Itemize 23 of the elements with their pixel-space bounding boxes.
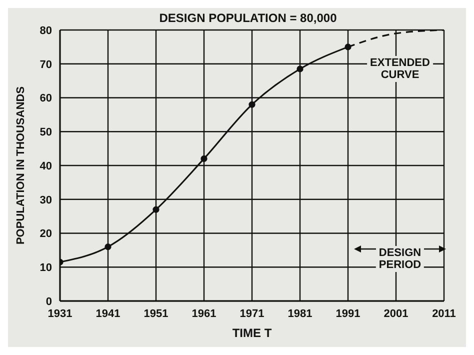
y-tick-label: 30 (40, 194, 52, 206)
x-tick-label: 1991 (336, 308, 360, 320)
y-tick-label: 10 (40, 262, 52, 274)
x-tick-label: 1971 (240, 308, 264, 320)
x-tick-label: 2001 (384, 308, 408, 320)
annotation: EXTENDED CURVE (370, 57, 430, 81)
y-tick-label: 70 (40, 58, 52, 71)
y-tick-label: 40 (40, 160, 52, 172)
y-tick-label: 50 (40, 126, 52, 139)
y-tick-label: 60 (40, 92, 52, 105)
x-tick-label: 1961 (192, 308, 216, 320)
x-tick-label: 1941 (96, 308, 120, 320)
x-tick-label: 1931 (48, 308, 72, 320)
y-tick-label: 20 (40, 228, 52, 240)
y-axis-title: POPULATION IN THOUSANDS (14, 86, 27, 245)
x-tick-label: 2011 (432, 308, 456, 320)
y-tick-label: 80 (40, 24, 52, 37)
x-axis-title: TIME T (232, 326, 272, 340)
annotation: DESIGN PERIOD (378, 247, 422, 271)
y-tick-label: 0 (46, 296, 52, 308)
x-tick-label: 1981 (288, 308, 312, 320)
x-tick-label: 1951 (144, 308, 168, 320)
chart-title: DESIGN POPULATION = 80,000 (159, 11, 338, 25)
